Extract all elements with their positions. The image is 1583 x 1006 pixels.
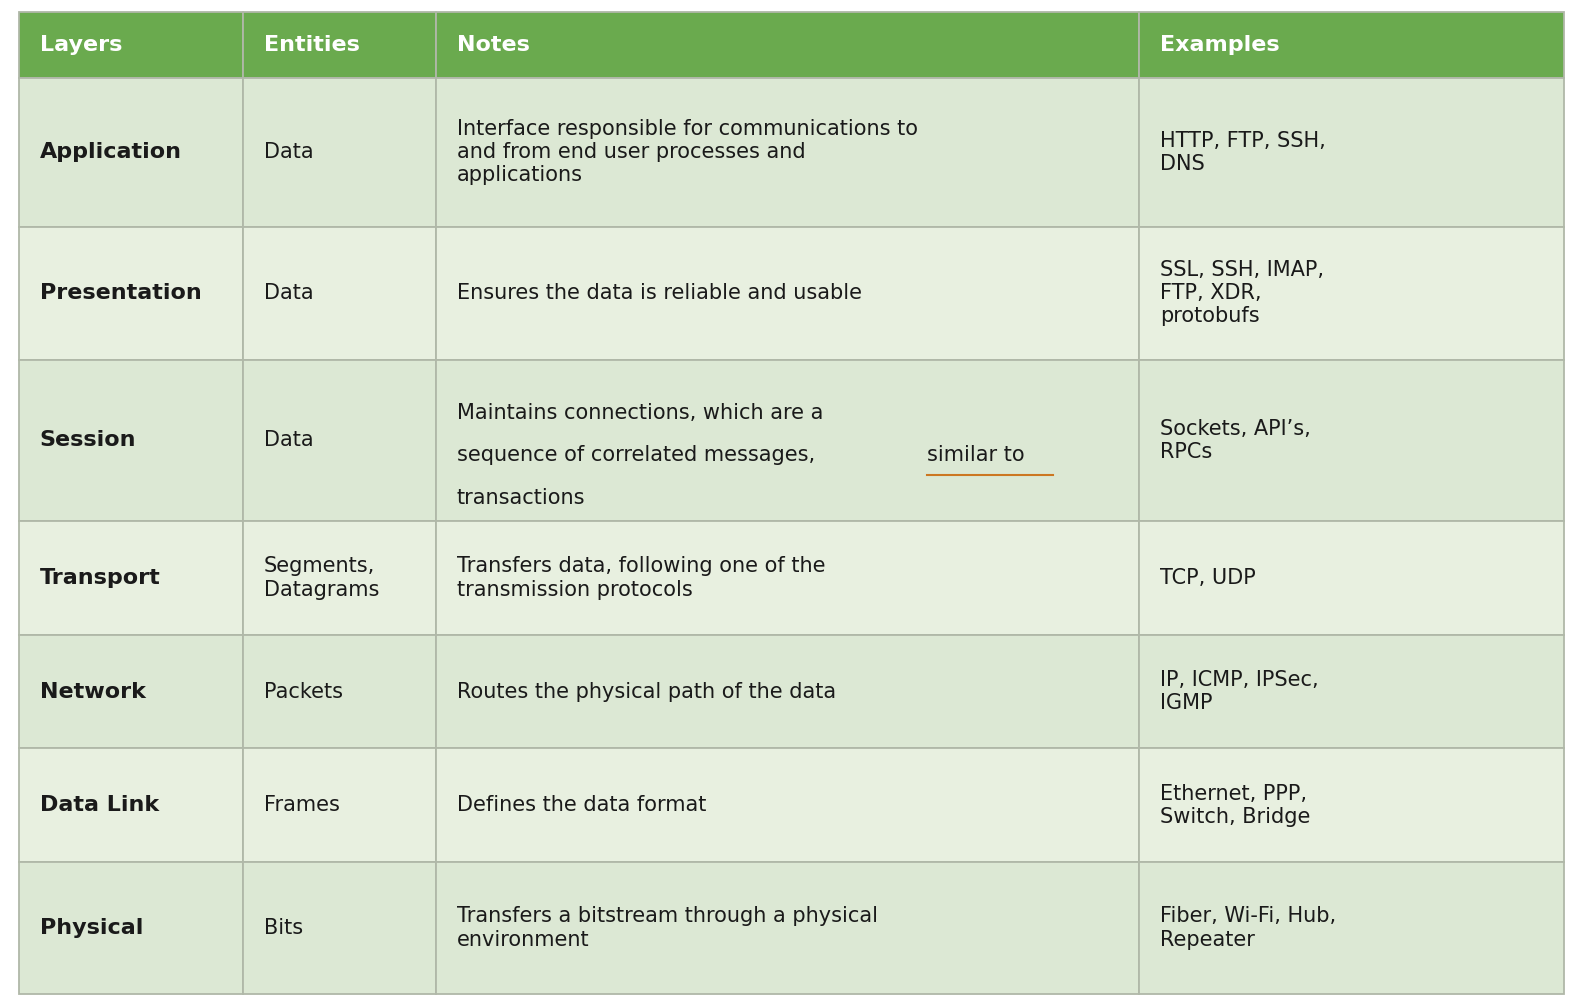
Text: Data: Data [264,142,313,162]
Bar [1140,12,1564,77]
Bar [437,635,1140,748]
Text: Routes the physical path of the data: Routes the physical path of the data [457,682,836,701]
Bar [437,12,1140,77]
Bar [19,635,244,748]
Text: Layers: Layers [40,35,122,54]
Text: Data Link: Data Link [40,796,158,815]
Text: transactions: transactions [457,488,586,508]
Text: Presentation: Presentation [40,283,201,303]
Bar [244,226,437,359]
Text: Sockets, API’s,
RPCs: Sockets, API’s, RPCs [1160,418,1311,462]
Text: similar to: similar to [928,446,1026,466]
Text: Maintains connections, which are a: Maintains connections, which are a [457,403,823,423]
Text: Physical: Physical [40,918,142,938]
Bar [437,862,1140,994]
Text: IP, ICMP, IPSec,
IGMP: IP, ICMP, IPSec, IGMP [1160,670,1319,713]
Bar [244,521,437,635]
Bar [1140,226,1564,359]
Text: Application: Application [40,142,182,162]
Text: Frames: Frames [264,796,339,815]
Text: Data: Data [264,283,313,303]
Bar [19,521,244,635]
Bar [1140,77,1564,226]
Bar [1140,635,1564,748]
Bar [244,12,437,77]
Text: HTTP, FTP, SSH,
DNS: HTTP, FTP, SSH, DNS [1160,131,1325,174]
Bar [437,226,1140,359]
Text: Transfers a bitstream through a physical
environment: Transfers a bitstream through a physical… [457,906,877,950]
Text: Fiber, Wi-Fi, Hub,
Repeater: Fiber, Wi-Fi, Hub, Repeater [1160,906,1336,950]
Text: Interface responsible for communications to
and from end user processes and
appl: Interface responsible for communications… [457,119,918,185]
Text: Segments,
Datagrams: Segments, Datagrams [264,556,378,600]
Bar [19,77,244,226]
Bar [1140,748,1564,862]
Text: Data: Data [264,431,313,451]
Text: Packets: Packets [264,682,342,701]
Bar [19,12,244,77]
Text: Ethernet, PPP,
Switch, Bridge: Ethernet, PPP, Switch, Bridge [1160,784,1311,827]
Text: Transfers data, following one of the
transmission protocols: Transfers data, following one of the tra… [457,556,825,600]
Bar [1140,862,1564,994]
Bar [1140,521,1564,635]
Bar [437,748,1140,862]
Bar [437,359,1140,521]
Text: Bits: Bits [264,918,302,938]
Text: Defines the data format: Defines the data format [457,796,706,815]
Text: Ensures the data is reliable and usable: Ensures the data is reliable and usable [457,283,861,303]
Bar [1140,359,1564,521]
Text: sequence of correlated messages,: sequence of correlated messages, [457,446,822,466]
Bar [19,748,244,862]
Text: SSL, SSH, IMAP,
FTP, XDR,
protobufs: SSL, SSH, IMAP, FTP, XDR, protobufs [1160,260,1323,326]
Bar [244,635,437,748]
Text: TCP, UDP: TCP, UDP [1160,568,1255,589]
Bar [19,862,244,994]
Text: Examples: Examples [1160,35,1279,54]
Bar [244,77,437,226]
Bar [19,359,244,521]
Text: Session: Session [40,431,136,451]
Bar [244,748,437,862]
Bar [437,521,1140,635]
Bar [437,77,1140,226]
Bar [244,359,437,521]
Text: Network: Network [40,682,146,701]
Bar [19,226,244,359]
Bar [244,862,437,994]
Text: Transport: Transport [40,568,160,589]
Text: Notes: Notes [457,35,530,54]
Text: Entities: Entities [264,35,359,54]
